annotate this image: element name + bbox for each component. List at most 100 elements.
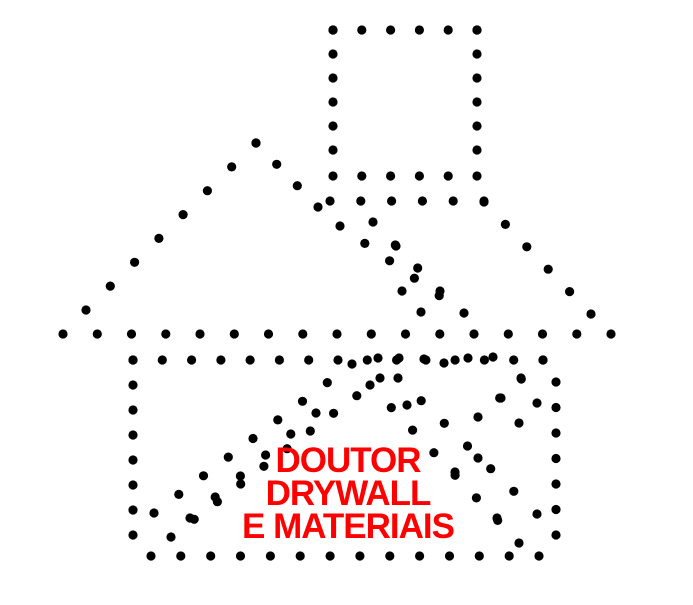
brace-dot [514, 418, 524, 428]
brace-dot [210, 492, 220, 502]
brace-dot [166, 532, 176, 542]
wall-dot [551, 453, 561, 464]
roof-dot [178, 210, 188, 220]
wall-dot [265, 551, 275, 561]
brace-dot [473, 412, 483, 422]
chimney-dot [328, 97, 338, 107]
chimney-dot [328, 145, 338, 155]
brace-dot [305, 426, 315, 436]
eave-dot [435, 329, 445, 339]
roof-dot [409, 273, 419, 283]
chimney-dot [472, 97, 482, 107]
wall-dot [534, 551, 544, 561]
chimney-dot [414, 25, 424, 35]
chimney-dot [357, 25, 367, 35]
brace-dot [286, 429, 296, 439]
roof-dot [105, 281, 115, 291]
roof-dot [202, 186, 212, 196]
brace-dot [352, 391, 362, 401]
brace-dot [532, 509, 542, 519]
roof-dot [154, 233, 164, 243]
eave-dot [503, 329, 513, 339]
brace-dot [462, 441, 473, 451]
brace-dot [273, 415, 283, 425]
wall-dot [128, 380, 138, 390]
eave-dot [229, 329, 239, 339]
chimney-dot [472, 25, 482, 35]
roof-dot [385, 256, 395, 266]
brace-dot [486, 464, 496, 474]
roof-dot [413, 263, 423, 273]
brace-dot [297, 396, 308, 406]
chimney-dot [357, 171, 367, 181]
roof-dot [543, 264, 553, 274]
wall-dot [295, 551, 305, 561]
brace-dot [492, 513, 502, 523]
eave-dot [400, 329, 411, 339]
wall-dot [235, 551, 246, 561]
brace-dot [393, 373, 403, 383]
brace-dot [463, 353, 473, 363]
roof-dot [272, 159, 282, 169]
roof-dot [397, 286, 407, 296]
chimney-dot [328, 121, 338, 131]
wall-dot [355, 551, 365, 561]
eave-dot [126, 329, 137, 339]
wall-dot [444, 551, 455, 561]
roof-dot [130, 257, 140, 267]
chimney-dot [328, 49, 338, 59]
roof-dot [292, 181, 302, 191]
wall-dot [146, 551, 156, 561]
brace-dot [235, 471, 245, 481]
brace-dot [282, 444, 292, 454]
eave-dot [572, 329, 582, 339]
brace-dot [329, 408, 339, 418]
brace-dot [450, 467, 460, 477]
eave-dot [298, 329, 308, 339]
brace-dot [488, 352, 498, 362]
eave-dot [606, 329, 616, 339]
brace-dot [394, 353, 404, 363]
brace-dot [532, 398, 542, 408]
wall-dot [216, 355, 226, 365]
roof-dot [479, 196, 489, 206]
brace-dot [439, 418, 449, 428]
wall-dot [333, 355, 343, 365]
roof-dot [387, 196, 397, 206]
roof-dot [565, 287, 575, 297]
brace-dot [419, 354, 429, 364]
chimney-dot [386, 25, 396, 35]
brand-line-2: DRYWALL [266, 474, 431, 513]
wall-dot [206, 551, 216, 561]
brace-dot [429, 448, 439, 458]
eave-dot [537, 329, 548, 339]
brace-dot [538, 355, 548, 365]
eave-dot [92, 329, 102, 339]
wall-dot [362, 355, 372, 365]
brace-dot [236, 479, 246, 489]
brace-dot [223, 452, 233, 462]
wall-dot [245, 355, 255, 365]
wall-dot [128, 430, 138, 440]
roof-dot [335, 221, 345, 231]
wall-dot [551, 504, 561, 515]
brace-dot [408, 425, 418, 435]
roof-dot [313, 202, 323, 212]
roof-dot [459, 308, 469, 318]
brace-dot [516, 373, 526, 383]
chimney-dot [328, 25, 338, 35]
eave-dot [469, 329, 479, 339]
eave-dot [263, 329, 274, 339]
eave-dot [195, 329, 205, 339]
roof-dot [586, 309, 596, 319]
wall-dot [551, 530, 561, 540]
chimney-dot [472, 171, 482, 181]
roof-dot [227, 162, 237, 172]
wall-dot [474, 551, 484, 561]
wall-dot [128, 505, 138, 515]
brace-dot [386, 403, 396, 413]
wall-dot [128, 355, 138, 365]
chimney-dot [472, 73, 482, 83]
brand-name: DOUTOR DRYWALL E MATERIAIS [242, 441, 455, 546]
